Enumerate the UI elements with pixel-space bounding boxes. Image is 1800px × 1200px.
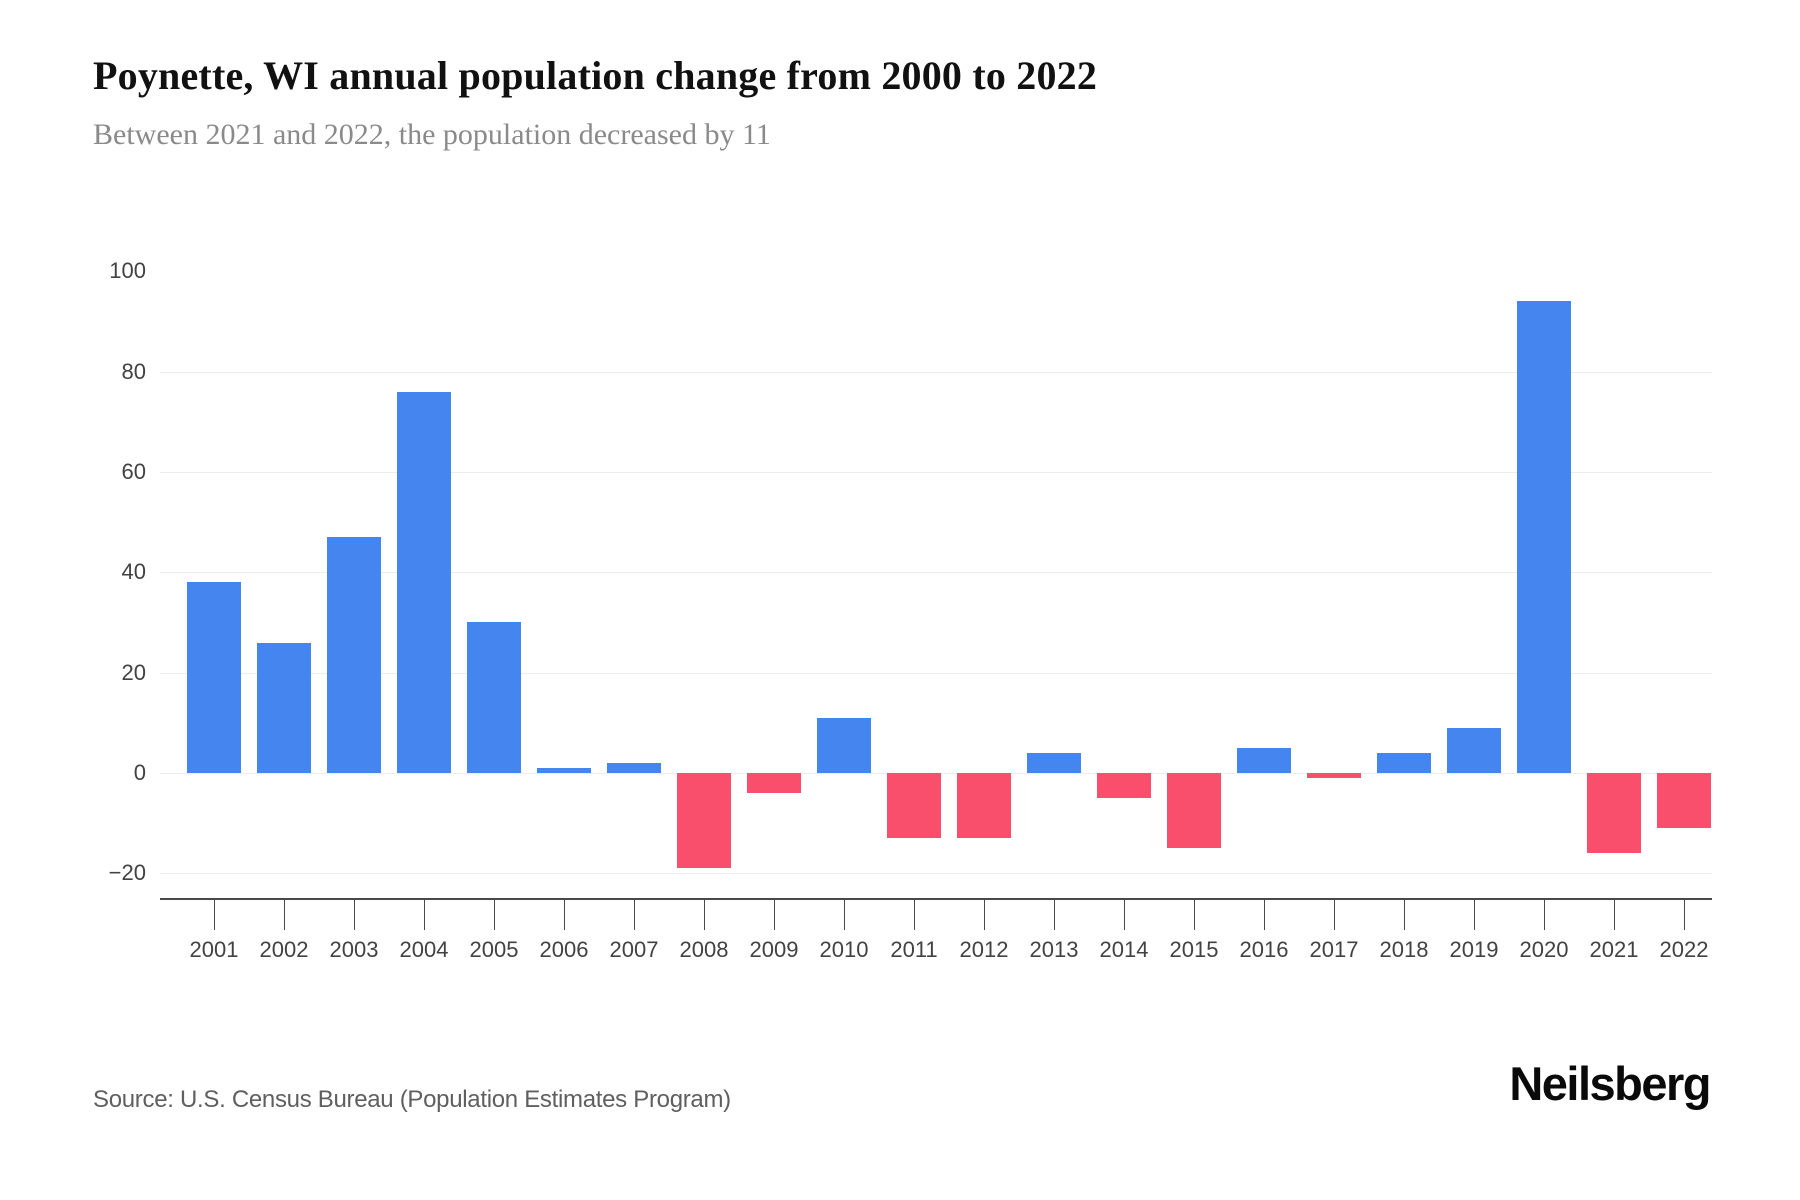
source-note: Source: U.S. Census Bureau (Population E…: [93, 1086, 731, 1113]
gridline--20: [160, 873, 1712, 875]
y-axis-label-100: 100: [109, 258, 146, 284]
x-axis-label-2003: 2003: [329, 937, 379, 962]
x-tick-2020: [1544, 900, 1545, 930]
x-tick-2019: [1474, 900, 1475, 930]
bar-2018[interactable]: [1377, 752, 1431, 773]
bar-2020[interactable]: [1517, 301, 1571, 773]
x-axis-label-2004: 2004: [399, 937, 449, 962]
x-tick-2005: [494, 900, 495, 930]
bar-2022[interactable]: [1657, 773, 1711, 829]
x-axis-label-2005: 2005: [469, 937, 519, 962]
x-tick-2010: [844, 900, 845, 930]
x-axis-label-2002: 2002: [259, 937, 309, 962]
x-tick-2008: [704, 900, 705, 930]
bar-2019[interactable]: [1447, 727, 1501, 773]
x-axis-label-2018: 2018: [1379, 937, 1429, 962]
x-axis-label-2007: 2007: [609, 937, 659, 962]
x-axis-label-2009: 2009: [749, 937, 799, 962]
x-tick-2009: [774, 900, 775, 930]
x-axis-label-2022: 2022: [1659, 937, 1709, 962]
bar-2015[interactable]: [1167, 773, 1221, 849]
x-axis-label-2015: 2015: [1169, 937, 1219, 962]
y-axis-label-60: 60: [121, 458, 146, 484]
x-axis-label-2008: 2008: [679, 937, 729, 962]
gridline-60: [160, 471, 1712, 473]
x-axis-label-2014: 2014: [1099, 937, 1149, 962]
gridline-40: [160, 572, 1712, 574]
x-tick-2015: [1194, 900, 1195, 930]
x-tick-2016: [1264, 900, 1265, 930]
bar-2017[interactable]: [1307, 773, 1361, 779]
x-axis-label-2021: 2021: [1589, 937, 1639, 962]
bar-2014[interactable]: [1097, 773, 1151, 799]
x-tick-2003: [354, 900, 355, 930]
bar-2004[interactable]: [397, 391, 451, 773]
bar-2021[interactable]: [1587, 773, 1641, 854]
bar-2005[interactable]: [467, 622, 521, 773]
y-axis-label--20: −20: [108, 860, 146, 886]
x-axis-label-2017: 2017: [1309, 937, 1359, 962]
x-axis-label-2011: 2011: [890, 937, 938, 962]
gridline-20: [160, 672, 1712, 674]
x-tick-2017: [1334, 900, 1335, 930]
x-axis-label-2012: 2012: [959, 937, 1009, 962]
bar-2008[interactable]: [677, 773, 731, 869]
x-axis-label-2019: 2019: [1449, 937, 1499, 962]
bar-2011[interactable]: [887, 773, 941, 839]
bar-2010[interactable]: [817, 717, 871, 773]
x-axis-label-2001: 2001: [189, 937, 239, 962]
x-axis-label-2010: 2010: [819, 937, 869, 962]
bar-2002[interactable]: [257, 642, 311, 773]
bar-2012[interactable]: [957, 773, 1011, 839]
bar-2013[interactable]: [1027, 752, 1081, 773]
bar-2016[interactable]: [1237, 747, 1291, 773]
x-tick-2022: [1684, 900, 1685, 930]
x-tick-2013: [1054, 900, 1055, 930]
x-tick-2018: [1404, 900, 1405, 930]
x-axis-label-2020: 2020: [1519, 937, 1569, 962]
bar-2009[interactable]: [747, 773, 801, 794]
bar-2007[interactable]: [607, 762, 661, 773]
x-tick-2007: [634, 900, 635, 930]
chart-subtitle: Between 2021 and 2022, the population de…: [93, 118, 771, 151]
bar-2006[interactable]: [537, 767, 591, 773]
x-axis-label-2006: 2006: [539, 937, 589, 962]
y-axis-label-0: 0: [133, 760, 146, 785]
y-axis-label-20: 20: [121, 659, 146, 685]
x-tick-2006: [564, 900, 565, 930]
x-axis-label-2013: 2013: [1029, 937, 1079, 962]
chart-title: Poynette, WI annual population change fr…: [93, 53, 1098, 98]
bar-2001[interactable]: [187, 582, 241, 773]
x-tick-2001: [214, 900, 215, 930]
x-tick-2011: [914, 900, 915, 930]
x-tick-2014: [1124, 900, 1125, 930]
y-axis-label-80: 80: [121, 358, 146, 384]
y-axis-label-40: 40: [121, 559, 146, 585]
chart-area: 100 80 60 40 20 0 −20 2001 2002 2003 2004 2005 2006 2…: [109, 235, 1712, 962]
brand-logo: Neilsberg: [1509, 1057, 1711, 1110]
x-tick-2004: [424, 900, 425, 930]
x-tick-2002: [284, 900, 285, 930]
gridline-80: [160, 371, 1712, 373]
x-tick-2012: [984, 900, 985, 930]
x-tick-2021: [1614, 900, 1615, 930]
bar-2003[interactable]: [327, 537, 381, 773]
x-axis-label-2016: 2016: [1239, 937, 1289, 962]
